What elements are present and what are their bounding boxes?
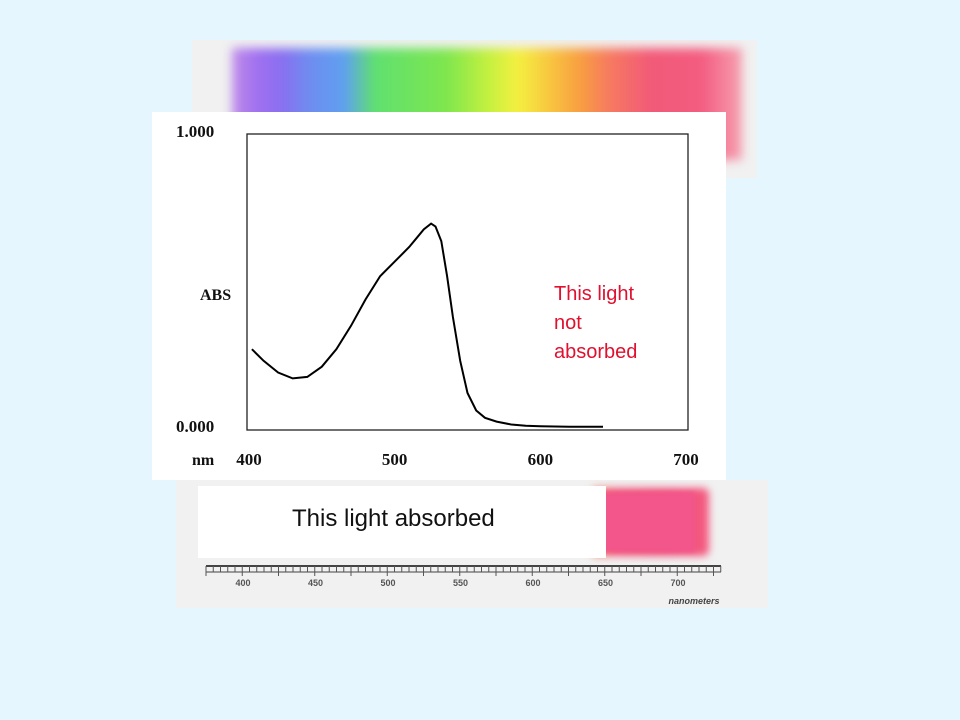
x-tick-label: 600	[528, 450, 554, 469]
y-tick-bottom: 0.000	[176, 417, 214, 436]
scale-label: 450	[308, 578, 323, 588]
y-tick-top: 1.000	[176, 122, 214, 141]
x-axis-label: nm	[192, 452, 215, 469]
x-tick-labels: 400 500 600 700	[236, 450, 699, 469]
scale-minor-ticks	[205, 566, 722, 576]
y-axis-label: ABS	[200, 287, 231, 304]
not-absorbed-annotation: This light not absorbed	[554, 283, 638, 363]
scale-label: 600	[525, 578, 540, 588]
absorbance-curve	[251, 222, 603, 428]
absorbance-plot: 1.000 0.000 ABS nm 400 500 600 700	[176, 122, 699, 469]
absorbance-chart: 1.000 0.000 ABS nm 400 500 600 700	[152, 112, 726, 480]
scale-labels: 400 450 500 550 600 650 700	[235, 578, 685, 588]
absorbed-spectrum-panel: This light absorbed 400 450 500 550 600 650 70…	[176, 480, 768, 608]
x-tick-label: 700	[673, 450, 699, 469]
scale-label: 650	[598, 578, 613, 588]
plot-frame	[246, 133, 689, 431]
absorbed-label: This light absorbed	[292, 505, 495, 532]
scale-label: 550	[453, 578, 468, 588]
scale-label: 500	[380, 578, 395, 588]
x-tick-label: 500	[382, 450, 408, 469]
absorbed-region: This light absorbed	[198, 486, 606, 558]
scale-label: 700	[670, 578, 685, 588]
scale-unit-label: nanometers	[668, 596, 719, 606]
x-tick-label: 400	[236, 450, 262, 469]
scale-label: 400	[235, 578, 250, 588]
nanometer-scale: 400 450 500 550 600 650 700 nanometers	[205, 565, 722, 606]
transmitted-red-core	[601, 492, 695, 552]
